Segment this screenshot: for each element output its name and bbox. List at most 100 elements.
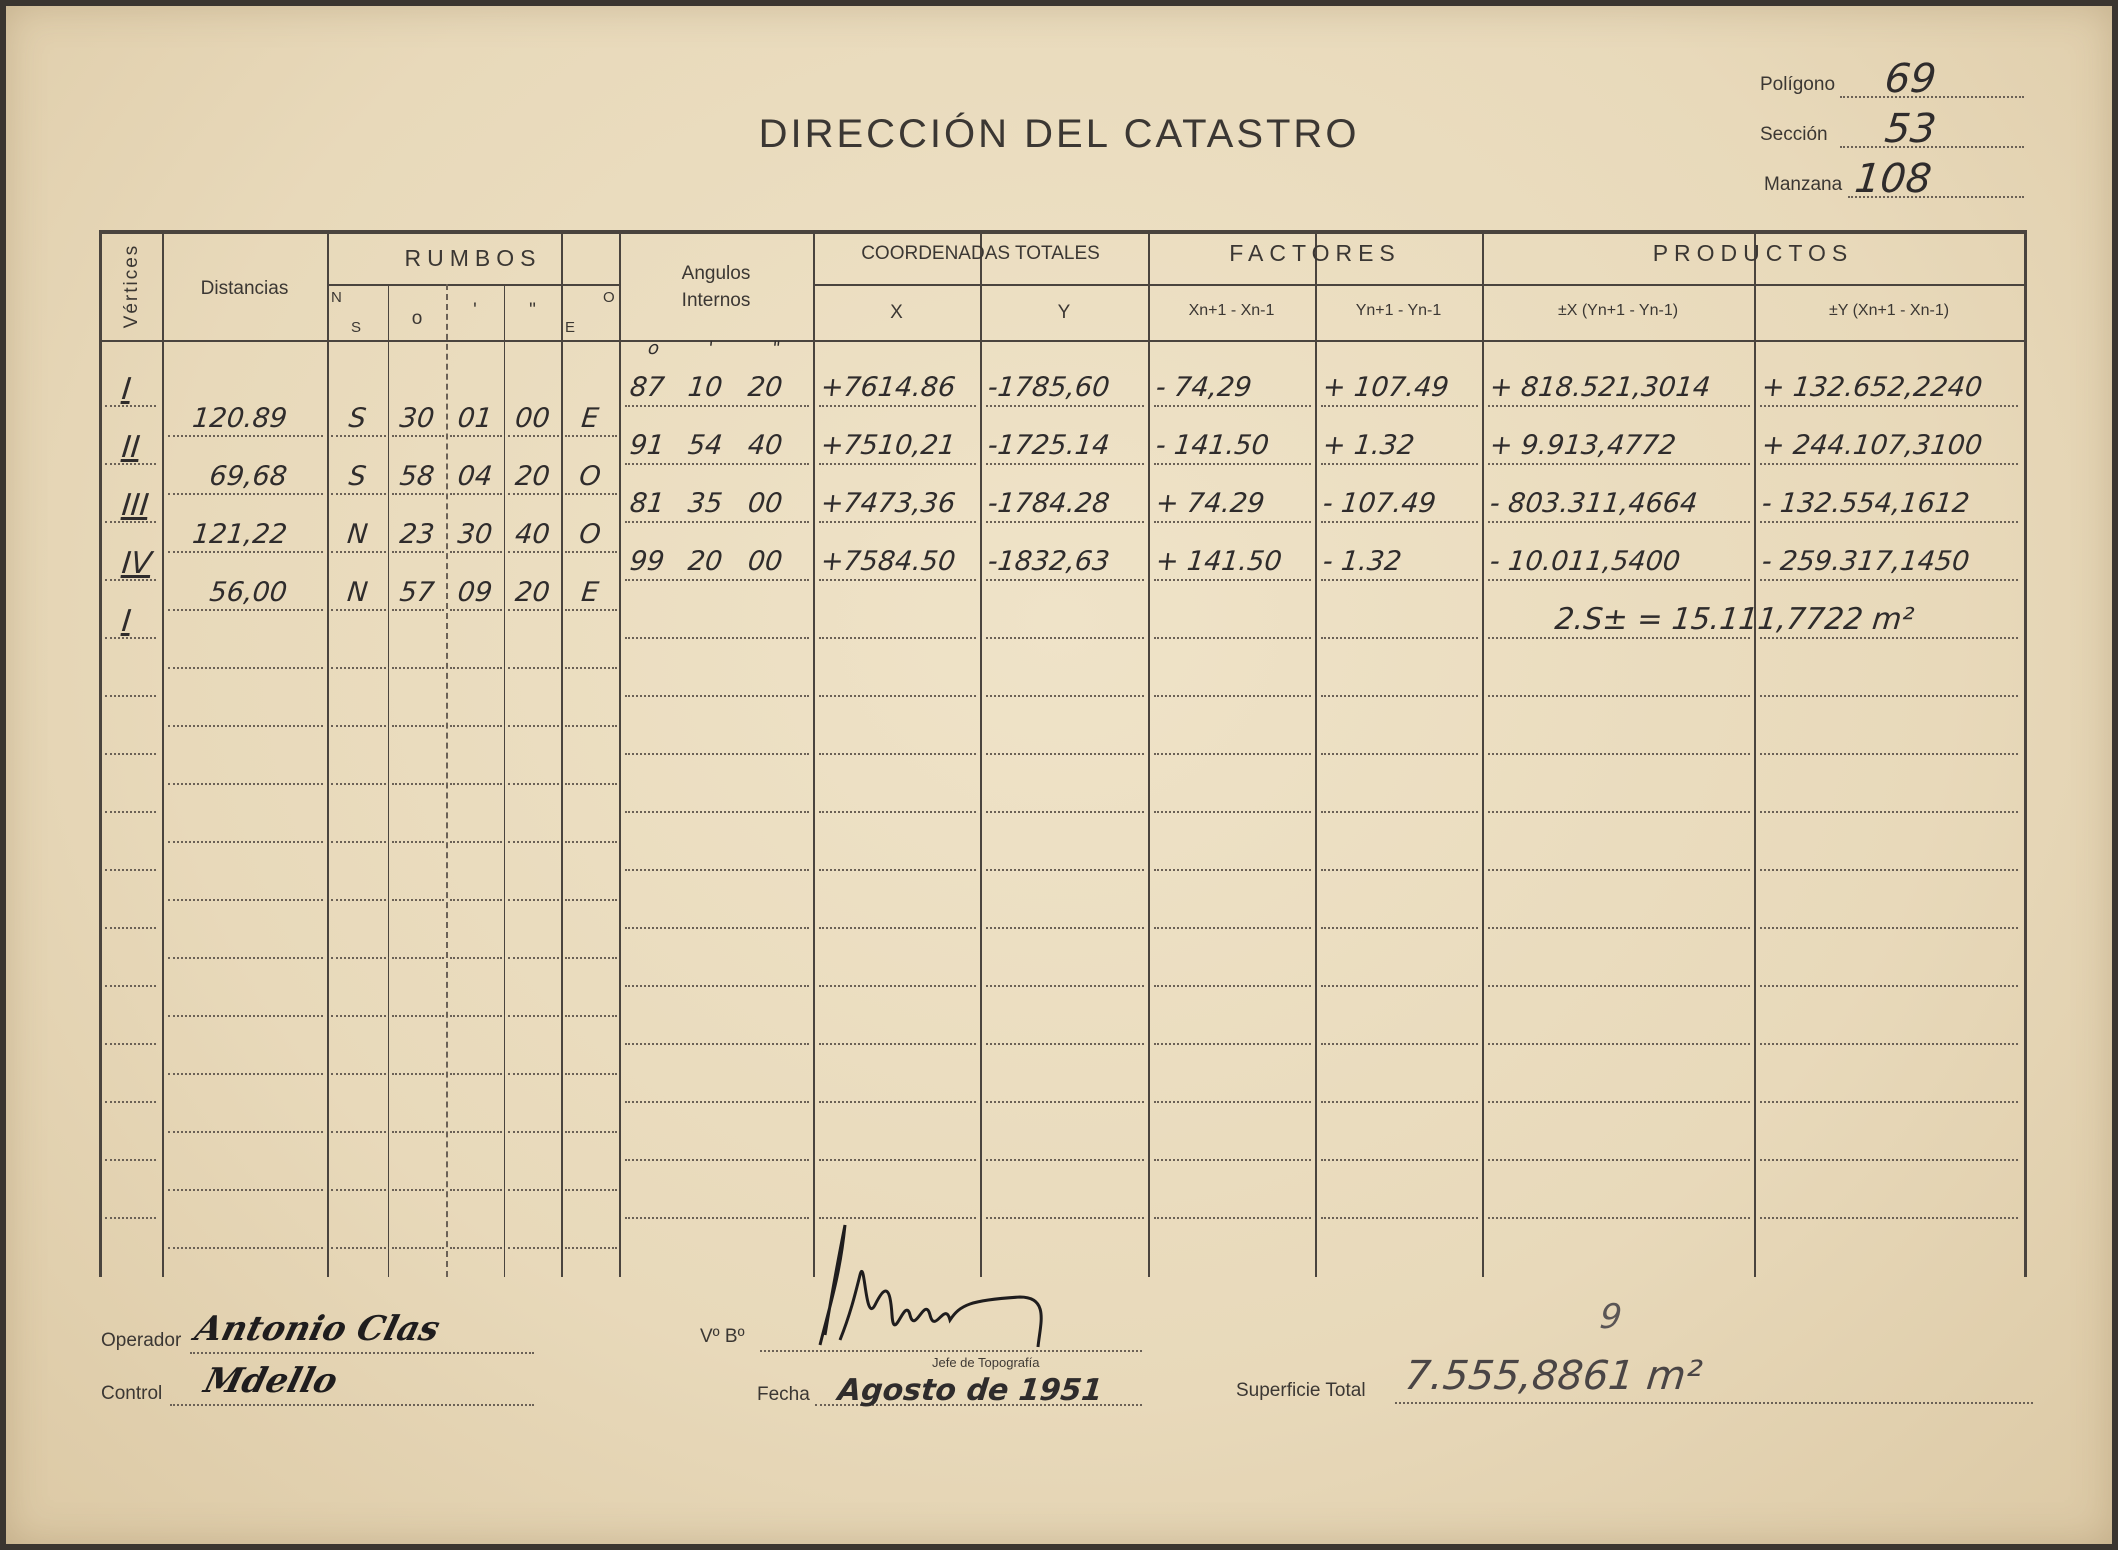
ruled-line: [1760, 927, 2018, 929]
ruled-line: [565, 551, 617, 553]
ruled-line: [508, 1131, 559, 1133]
ruled-line: [1154, 1217, 1311, 1219]
ruled-line: [1154, 463, 1311, 465]
course-sec: 20: [513, 461, 552, 492]
angle-min: 10: [686, 372, 724, 403]
value-py: - 259.317,1450: [1760, 546, 1971, 577]
ruled-line: [819, 1217, 976, 1219]
ruled-line: [168, 1247, 323, 1249]
ruled-line: [1760, 985, 2018, 987]
ruled-line: [1488, 753, 1750, 755]
header-rumbos-n: N: [331, 289, 342, 306]
ruled-line: [168, 725, 323, 727]
ruled-line: [1488, 1217, 1750, 1219]
ruled-line: [1760, 753, 2018, 755]
ruled-line: [105, 1101, 156, 1103]
ruled-line: [508, 435, 559, 437]
ruled-line: [392, 841, 444, 843]
ruled-line: [168, 957, 323, 959]
value-dy: - 1.32: [1321, 546, 1404, 577]
ruled-line: [508, 493, 559, 495]
course-sec: 20: [513, 577, 552, 608]
value-y: -1784.28: [986, 488, 1112, 519]
value-dx: + 74.29: [1154, 488, 1267, 519]
ruled-line: [1760, 1043, 2018, 1045]
header-factor-y: Yn+1 - Yn-1: [1355, 302, 1442, 319]
ruled-line: [168, 435, 323, 437]
ruled-line: [986, 927, 1144, 929]
ruled-line: [1488, 811, 1750, 813]
ruled-line: [168, 783, 323, 785]
column-divider: [1148, 230, 1150, 1277]
angle-sec: 00: [746, 488, 784, 519]
ruled-line: [1154, 927, 1311, 929]
ruled-line: [1488, 869, 1750, 871]
column-divider: [2024, 230, 2027, 1277]
ruled-line: [1488, 985, 1750, 987]
ruled-line: [819, 695, 976, 697]
ruled-line: [1760, 463, 2018, 465]
column-divider: [561, 230, 563, 1277]
ruled-line: [565, 1131, 617, 1133]
ruled-line: [986, 1217, 1144, 1219]
ruled-line: [168, 609, 323, 611]
angle-min: 54: [686, 430, 724, 461]
ruled-line: [986, 695, 1144, 697]
fecha-value: Agosto de 1951: [836, 1373, 1105, 1408]
value-x: +7614.86: [819, 372, 957, 403]
course-eo: E: [579, 577, 601, 608]
column-divider: [99, 230, 102, 1277]
ruled-line: [1488, 405, 1750, 407]
ruled-line: [450, 725, 502, 727]
ruled-line: [450, 609, 502, 611]
header-x: X: [890, 302, 903, 323]
ruled-line: [331, 841, 386, 843]
ruled-line: [450, 783, 502, 785]
header-factor-x: Xn+1 - Xn-1: [1188, 302, 1275, 319]
ruled-line: [392, 1015, 444, 1017]
ruled-line: [392, 957, 444, 959]
header-bottom-line: [99, 340, 2024, 342]
ruled-line: [986, 1101, 1144, 1103]
course-ns: N: [345, 577, 370, 608]
ruled-line: [565, 1015, 617, 1017]
header-angulos: Angulos: [681, 263, 751, 284]
ruled-line: [1154, 1043, 1311, 1045]
value-py: + 132.652,2240: [1760, 372, 1984, 403]
document-page: [6, 6, 2112, 1544]
ruled-line: [392, 493, 444, 495]
ruled-line: [819, 521, 976, 523]
ruled-line: [1321, 927, 1478, 929]
ruled-line: [625, 869, 809, 871]
value-px: + 9.913,4772: [1488, 430, 1678, 461]
double-area-sum: 2.S± = 15.111,7722 m²: [1553, 602, 1916, 637]
vertex-label: II: [120, 430, 142, 465]
ruled-line: [450, 899, 502, 901]
ruled-line: [450, 551, 502, 553]
value-px: - 10.011,5400: [1488, 546, 1682, 577]
angle-sec: 20: [746, 372, 784, 403]
ruled-line: [1760, 1101, 2018, 1103]
control-signature: Mdello: [200, 1361, 342, 1401]
ruled-line: [819, 579, 976, 581]
ruled-line: [1488, 579, 1750, 581]
course-ns: N: [345, 519, 370, 550]
course-deg: 57: [398, 577, 436, 608]
ruled-line: [508, 1189, 559, 1191]
ruled-line: [1760, 579, 2018, 581]
value-px: + 818.521,3014: [1488, 372, 1712, 403]
ruled-line: [819, 463, 976, 465]
control-label: Control: [101, 1383, 163, 1404]
header-rumbos-o: O: [603, 289, 615, 306]
column-divider: [1482, 230, 1484, 1277]
ruled-line: [986, 637, 1144, 639]
ruled-line: [105, 521, 156, 523]
ruled-line: [105, 985, 156, 987]
ruled-line: [392, 899, 444, 901]
ruled-line: [105, 869, 156, 871]
value-x: +7510,21: [819, 430, 957, 461]
ruled-line: [105, 1217, 156, 1219]
angle-deg: 99: [628, 546, 666, 577]
operador-label: Operador: [101, 1330, 182, 1351]
course-eo: E: [579, 403, 601, 434]
